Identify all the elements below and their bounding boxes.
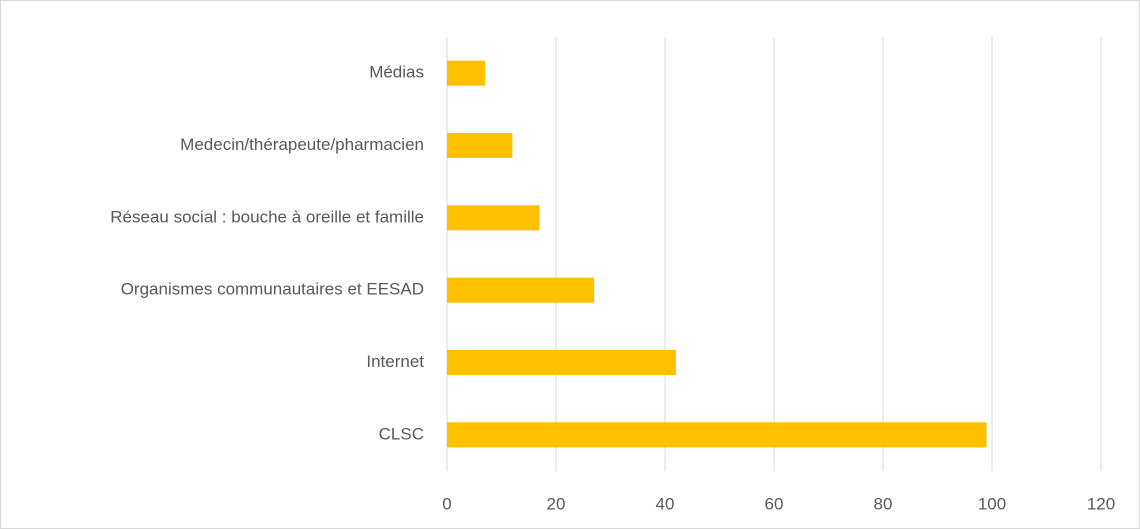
y-tick-label: CLSC	[379, 424, 424, 443]
bar	[447, 60, 486, 86]
y-tick-label: Médias	[369, 63, 424, 82]
x-tick-label: 20	[547, 494, 566, 513]
x-tick-label: 100	[978, 494, 1006, 513]
bar	[447, 133, 513, 158]
y-tick-label: Internet	[366, 352, 424, 371]
x-tick-label: 0	[442, 494, 451, 513]
y-tick-label: Medecin/thérapeute/pharmacien	[180, 135, 424, 154]
bar	[447, 350, 676, 375]
x-tick-label: 60	[765, 494, 784, 513]
bar	[447, 277, 595, 303]
bar	[447, 205, 540, 231]
y-tick-label: Organismes communautaires et EESAD	[121, 280, 424, 299]
bar	[447, 422, 987, 448]
x-tick-label: 120	[1087, 494, 1115, 513]
y-tick-label: Réseau social : bouche à oreille et fami…	[110, 207, 424, 226]
x-tick-label: 80	[874, 494, 893, 513]
x-tick-label: 40	[656, 494, 675, 513]
